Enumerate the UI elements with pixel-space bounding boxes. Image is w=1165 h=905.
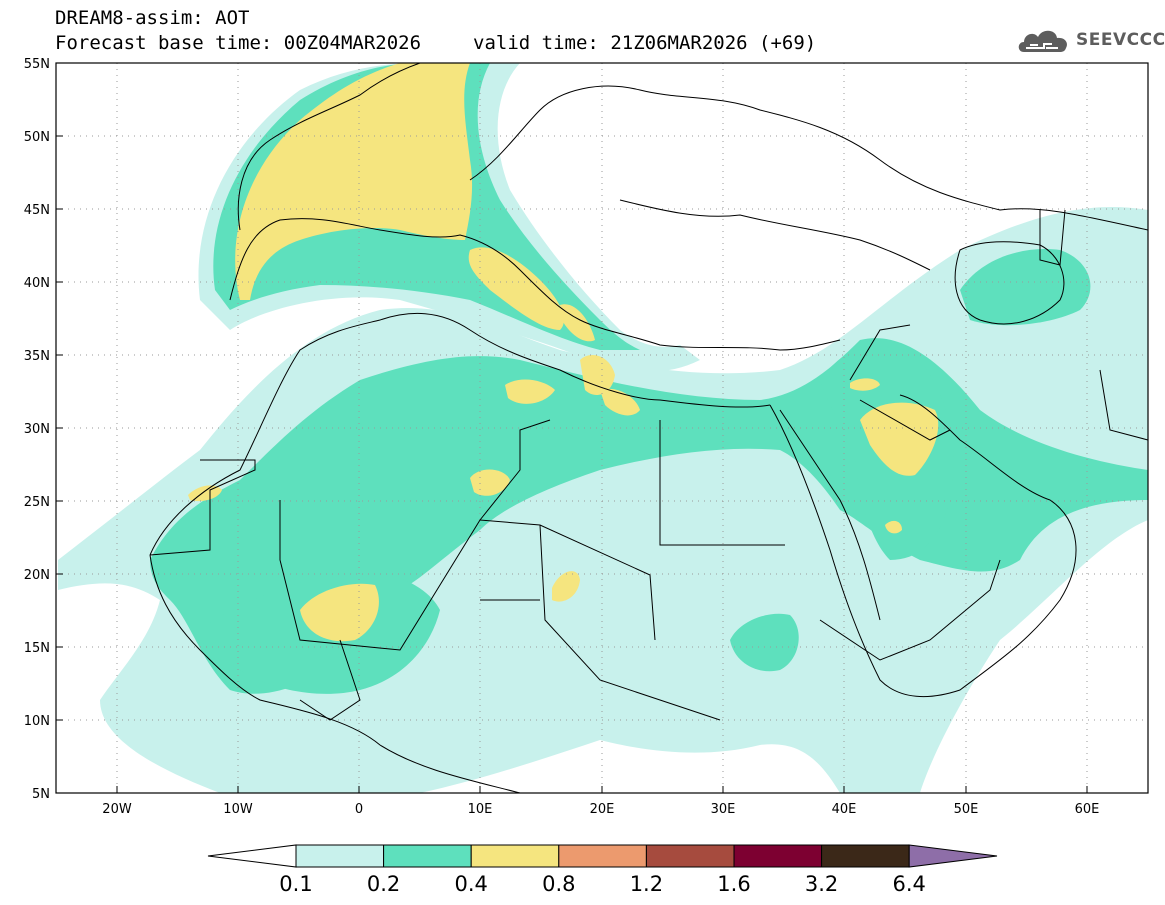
colorbar-segment [558,844,647,868]
lon-label: 30E [711,802,736,817]
colorbar-tick-label: 0.4 [454,872,487,896]
aot-0.4-syria [850,378,880,391]
colorbar-segment [295,844,385,868]
lon-label: 20W [102,802,132,817]
aot-0.4-chad [552,571,580,602]
colorbar-tick-label: 0.8 [542,872,575,896]
colorbar [207,844,998,868]
lon-label: 50E [954,802,979,817]
base-time: Forecast base time: 00Z04MAR2026 [55,32,422,54]
lat-label: 10N [24,714,50,729]
aot-0.4-mali [300,583,379,642]
lat-label: 40N [24,276,50,291]
colorbar-labels: 0.1 0.2 0.4 0.8 1.2 1.6 3.2 6.4 [279,872,926,896]
colorbar-tick-label: 0.2 [367,872,400,896]
map-frame [55,62,1149,794]
seevccc-logo: SEEVCCC [1016,24,1165,56]
lon-label: 10W [223,802,253,817]
lat-label: 5N [32,787,50,802]
lat-label: 25N [24,495,50,510]
map-title: DREAM8-assim: AOT [55,7,250,29]
lon-label: 20E [590,802,615,817]
colorbar-high-triangle [908,844,998,868]
aot-0.4-europe [235,63,473,300]
lon-label: 40E [832,802,857,817]
aot-0.4-iraq [860,402,939,476]
valid-time: valid time: 21Z06MAR2026 (+69) [473,32,817,54]
colorbar-segment [470,844,560,868]
longitude-labels: 20W 10W 0 10E 20E 30E 40E 50E 60E [102,802,1099,817]
colorbar-segment [733,844,823,868]
colorbar-segment [821,844,910,868]
colorbar-low-triangle [207,844,297,868]
lat-label: 20N [24,568,50,583]
lat-label: 15N [24,641,50,656]
lon-label: 0 [355,802,363,817]
colorbar-segment [645,844,735,868]
colorbar-tick-label: 1.6 [717,872,750,896]
time-info: Forecast base time: 00Z04MAR2026 valid ti… [55,33,816,53]
graticule [56,63,1148,793]
cloud-icon [1018,30,1067,52]
aot-0.2-eastafrica [730,613,799,672]
logo-text: SEEVCCC [1076,30,1165,50]
lat-label: 55N [24,57,50,72]
aot-0.4-arabia [885,520,902,534]
lat-label: 45N [24,203,50,218]
colorbar-segment [383,844,472,868]
lon-label: 60E [1075,802,1100,817]
aot-0.4-libya [580,355,615,395]
lat-label: 30N [24,422,50,437]
colorbar-tick-label: 1.2 [630,872,663,896]
lat-label: 35N [24,349,50,364]
aot-0.4-libya2 [600,388,640,416]
aot-0.2-caspian [960,249,1091,326]
aot-0.4-tunisia [505,379,555,404]
coastlines [149,63,1148,793]
aot-0.4-italy [468,247,564,330]
lon-label: 10E [468,802,493,817]
colorbar-tick-label: 6.4 [892,872,925,896]
colorbar-tick-label: 3.2 [805,872,838,896]
lat-label: 50N [24,130,50,145]
colorbar-tick-label: 0.1 [279,872,312,896]
latitude-labels: 55N 50N 45N 40N 35N 30N 25N 20N 15N 10N … [24,57,50,802]
